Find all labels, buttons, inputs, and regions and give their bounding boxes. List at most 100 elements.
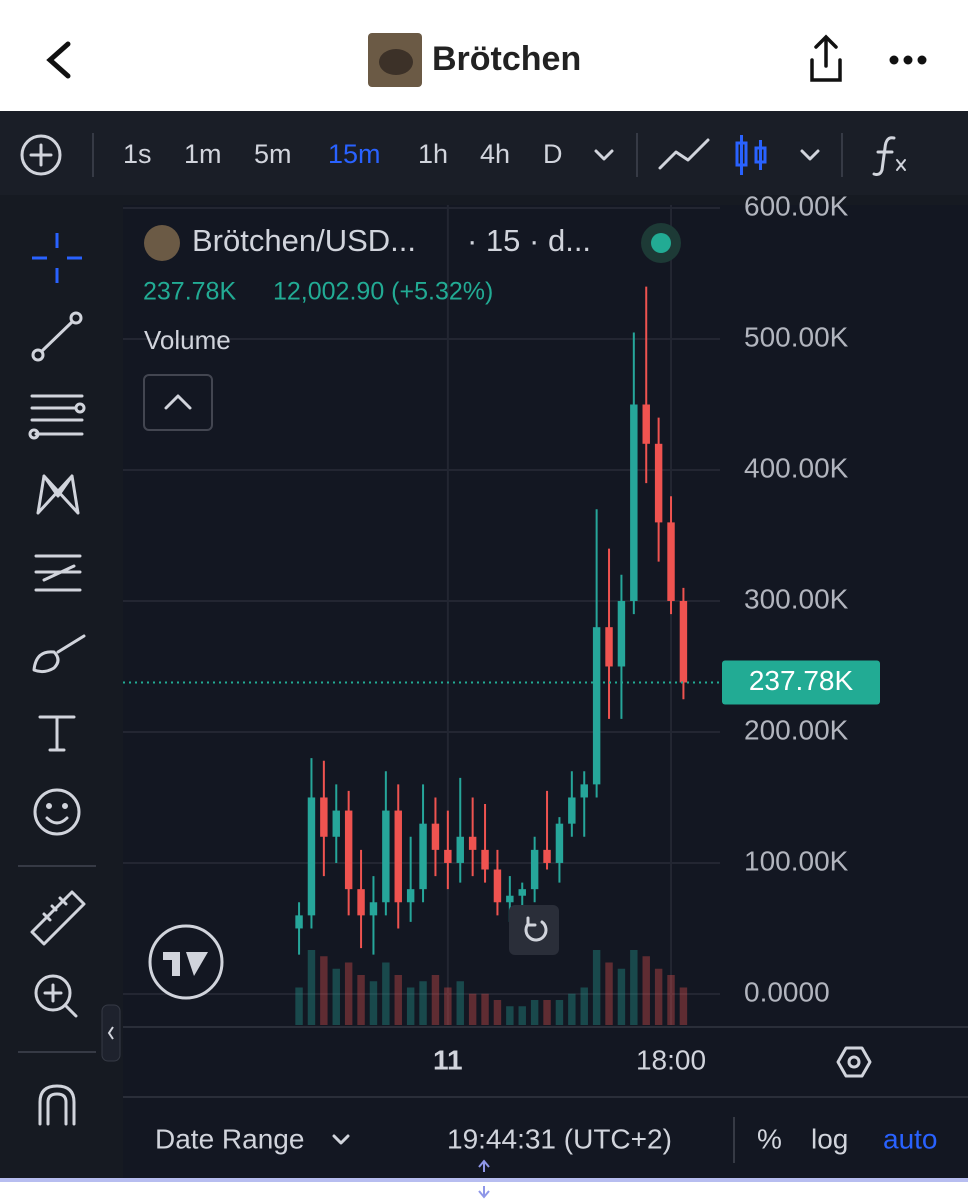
reset-button[interactable] <box>509 905 559 955</box>
candle-body <box>468 836 477 850</box>
chart-type-dropdown[interactable] <box>800 149 820 161</box>
last-price: 237.78K <box>143 278 236 306</box>
symbol-logo <box>144 225 180 261</box>
candle-body <box>642 404 650 444</box>
candle-body <box>654 443 663 523</box>
candle-body <box>431 823 440 850</box>
volume-bar <box>543 1000 551 1025</box>
text-tool[interactable] <box>38 715 76 752</box>
volume-bar <box>605 962 613 1025</box>
interval-button[interactable]: 1s <box>123 139 152 169</box>
y-tick-label: 300.00K <box>744 583 849 614</box>
header <box>0 0 968 111</box>
zoom-tool[interactable] <box>34 974 78 1018</box>
toolbar <box>0 111 968 195</box>
market-status <box>651 233 671 253</box>
candle-body <box>394 810 402 903</box>
y-tick-label: 0.0000 <box>744 976 830 1007</box>
add-symbol-button[interactable] <box>20 134 62 176</box>
collapse-button[interactable] <box>143 374 213 431</box>
auto-toggle[interactable]: auto <box>883 1123 938 1154</box>
date-range-dropdown[interactable] <box>332 1134 350 1145</box>
settings-button[interactable] <box>836 1046 872 1078</box>
candle-body <box>543 849 551 863</box>
price-change: 12,002.90 (+5.32%) <box>273 278 493 306</box>
candle-body <box>332 810 340 837</box>
interval-dropdown[interactable] <box>594 149 614 161</box>
back-button[interactable] <box>46 41 71 79</box>
volume-bar <box>493 1000 502 1025</box>
volume-bar <box>530 1000 539 1025</box>
avatar-shape <box>379 49 413 75</box>
volume-bar <box>332 968 340 1025</box>
volume-bar <box>630 950 638 1025</box>
interval-button[interactable]: D <box>543 139 563 169</box>
share-button[interactable] <box>810 34 842 82</box>
volume-bar <box>431 975 440 1025</box>
volume-bar <box>580 987 588 1025</box>
magnet-tool[interactable] <box>38 1084 76 1126</box>
volume-bar <box>369 981 378 1025</box>
volume-bar <box>394 975 402 1025</box>
collapse-icon <box>164 394 192 410</box>
y-tick-label: 500.00K <box>744 321 849 352</box>
resize-bar[interactable] <box>0 1178 968 1182</box>
resize-handle <box>478 1159 490 1199</box>
prediction-tool[interactable] <box>34 554 82 592</box>
candle-body <box>667 522 675 601</box>
volume-bar <box>617 968 626 1025</box>
volume-bar <box>667 975 675 1025</box>
line-type-button[interactable] <box>658 138 710 170</box>
volume-series <box>295 950 688 1025</box>
crosshair-tool[interactable] <box>32 233 82 283</box>
y-tick-label: 100.00K <box>744 845 849 876</box>
candle-type-button[interactable] <box>735 135 767 175</box>
emoji-tool[interactable] <box>33 788 81 836</box>
volume-bar <box>654 968 663 1025</box>
reset-icon <box>524 916 548 942</box>
candle-body <box>369 902 378 916</box>
interval-button[interactable]: 4h <box>480 139 510 169</box>
interval-button[interactable]: 5m <box>254 139 292 169</box>
candle-body <box>481 849 489 870</box>
candle-body <box>506 895 514 903</box>
x-tick-label: 18:00 <box>636 1044 706 1075</box>
volume-bar <box>518 1006 526 1025</box>
percent-toggle[interactable]: % <box>757 1123 782 1154</box>
last-price-label: 237.78K <box>749 665 854 696</box>
volume-bar <box>506 1006 514 1025</box>
candle-body <box>444 849 452 863</box>
candle-body <box>357 889 365 916</box>
volume-bar <box>357 975 365 1025</box>
log-toggle[interactable]: log <box>811 1123 848 1154</box>
sidebar-toggle[interactable] <box>101 1004 121 1062</box>
fib-tool[interactable] <box>28 394 86 440</box>
candle-body <box>530 849 539 890</box>
indicators-button[interactable] <box>872 136 906 176</box>
interval-button[interactable]: 1m <box>184 139 222 169</box>
candle-body <box>592 627 601 785</box>
sidebar <box>0 205 115 1180</box>
volume-bar <box>419 981 427 1025</box>
brush-tool[interactable] <box>32 634 86 674</box>
volume-bar <box>642 956 650 1025</box>
trend-line-tool[interactable] <box>31 311 83 362</box>
candle-body <box>307 797 316 916</box>
y-tick-label: 600.00K <box>744 190 849 221</box>
y-tick-label: 400.00K <box>744 452 849 483</box>
symbol-meta: · 15 · d... <box>467 223 591 258</box>
volume-bar <box>406 987 415 1025</box>
symbol-name[interactable]: Brötchen/USD... <box>192 223 416 258</box>
ruler-tool[interactable] <box>30 890 86 946</box>
candle-body <box>344 810 353 890</box>
date-range-button[interactable]: Date Range <box>155 1123 304 1154</box>
x-tick-label: 11 <box>433 1044 463 1075</box>
interval-button[interactable]: 1h <box>418 139 448 169</box>
volume-bar <box>307 950 316 1025</box>
candle-series <box>295 286 688 955</box>
header-title: Brötchen <box>432 40 581 78</box>
pattern-tool[interactable] <box>36 474 80 515</box>
more-button[interactable] <box>889 55 927 65</box>
interval-button[interactable]: 15m <box>328 139 381 169</box>
candle-body <box>679 600 688 683</box>
